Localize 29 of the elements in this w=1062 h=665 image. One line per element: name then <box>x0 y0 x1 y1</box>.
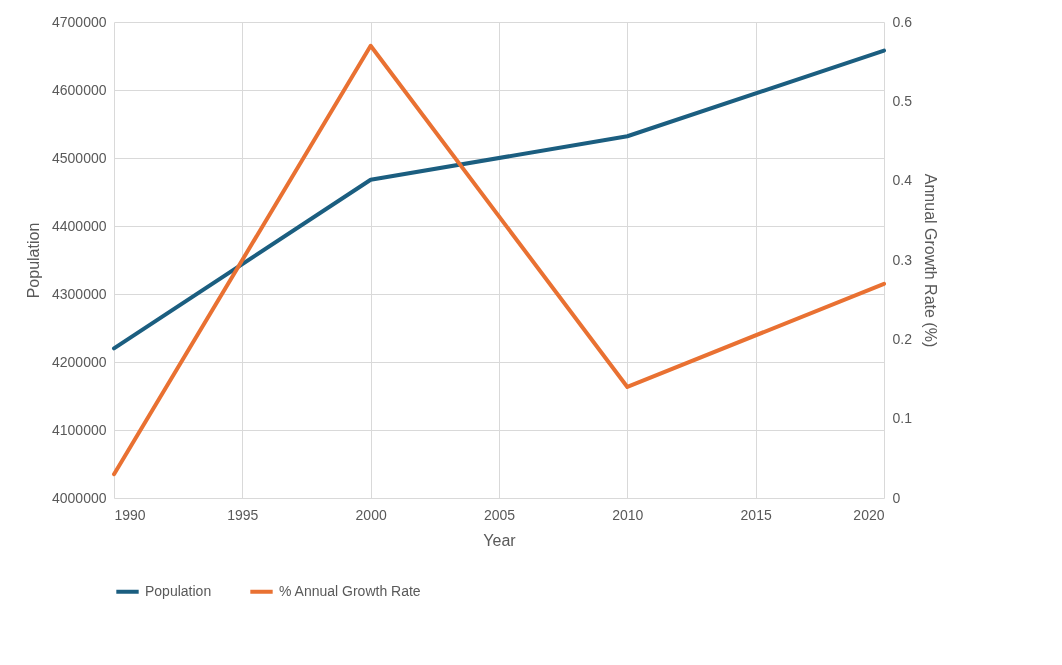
y2-axis-title: Annual Growth Rate (%) <box>921 173 939 348</box>
x-tick-label: 2020 <box>853 506 885 523</box>
x-axis-title: Year <box>483 531 517 549</box>
legend-label: Population <box>145 582 212 599</box>
y-tick-label: 4000000 <box>51 489 107 506</box>
x-tick-label: 1995 <box>227 506 259 523</box>
y2-tick-label: 0.5 <box>892 92 913 109</box>
y-tick-label: 4500000 <box>51 149 107 166</box>
y2-tick-label: 0.3 <box>892 251 913 268</box>
line-series <box>112 48 886 351</box>
y2-tick-label: 0.4 <box>892 172 913 189</box>
x-tick-label: 2010 <box>612 506 644 523</box>
y-tick-label: 4400000 <box>51 217 107 234</box>
legend-label: % Annual Growth Rate <box>279 582 421 599</box>
y2-tick-label: 0.6 <box>892 13 913 30</box>
x-tick-label: 2005 <box>483 506 516 523</box>
y2-tick-label: 0.2 <box>892 330 913 347</box>
y-tick-label: 4300000 <box>51 285 107 302</box>
x-tick-label: 2015 <box>740 506 772 523</box>
line-series <box>112 43 886 477</box>
x-tick-label: 2000 <box>355 506 387 523</box>
y-tick-label: 4700000 <box>51 13 107 30</box>
y-tick-label: 4100000 <box>51 421 107 438</box>
y2-tick-label: 0.1 <box>892 410 913 427</box>
x-tick-label: 1990 <box>114 506 146 523</box>
y-axis-title: Population <box>25 222 42 299</box>
y-tick-label: 4600000 <box>51 81 107 98</box>
y-tick-label: 4200000 <box>51 353 107 370</box>
y2-tick-label: 0 <box>892 489 901 506</box>
